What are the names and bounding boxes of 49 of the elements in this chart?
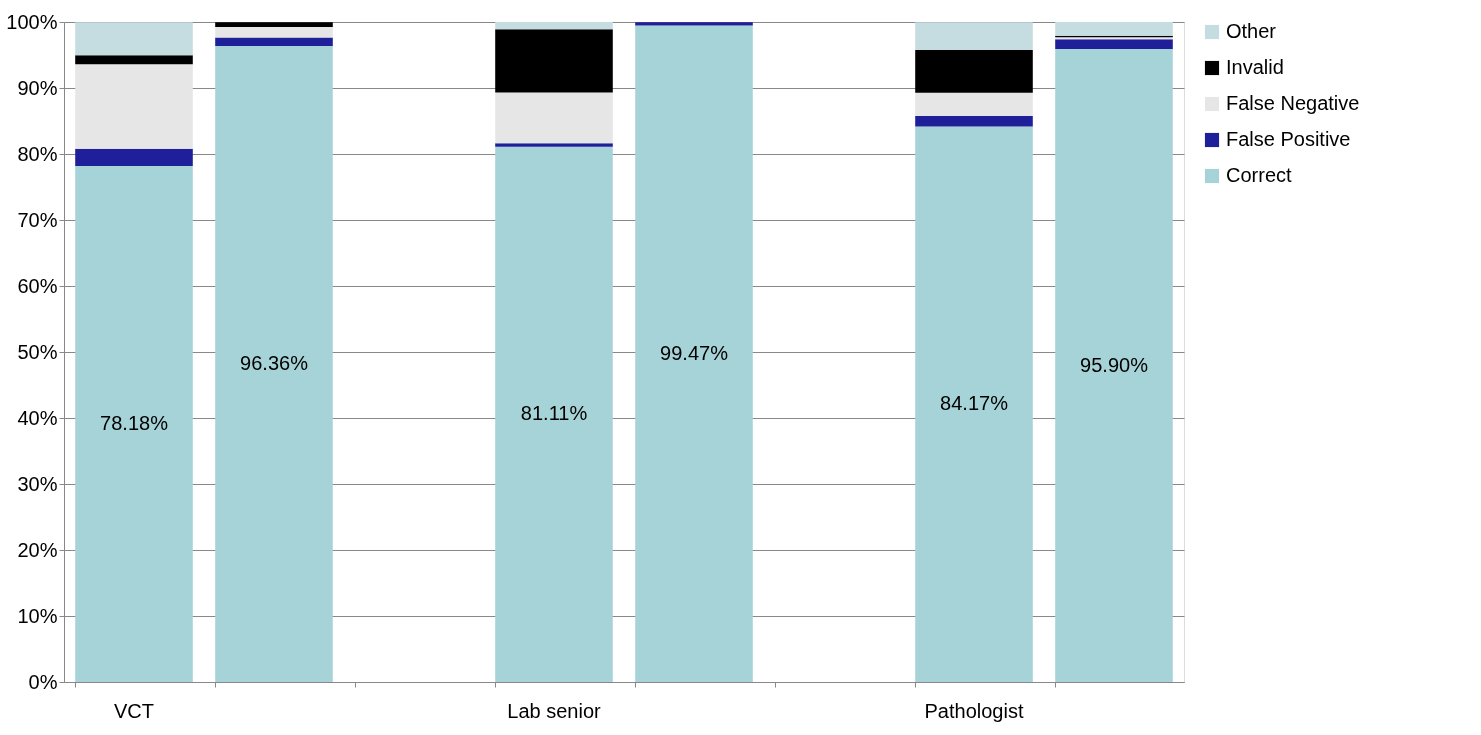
legend-label: Other: [1226, 20, 1277, 42]
bar: [75, 55, 193, 65]
bar: [75, 64, 193, 149]
legend-label: Correct: [1226, 164, 1293, 186]
data-label: 81.11%: [520, 402, 588, 425]
bar: [915, 22, 1033, 50]
data-label: 99.47%: [660, 341, 729, 364]
bar: [75, 22, 193, 56]
y-tick-label: 30%: [17, 472, 58, 495]
y-tick-label: 0%: [28, 670, 58, 693]
y-tick-label: 20%: [17, 538, 58, 561]
bar: [1055, 49, 1173, 682]
data-label: 95.90%: [1080, 353, 1149, 376]
y-tick-label: 70%: [17, 208, 58, 231]
bar: [635, 25, 753, 682]
bar: [915, 115, 1033, 127]
bar: [215, 26, 333, 38]
y-tick-label: 40%: [17, 406, 58, 429]
bar: [635, 22, 753, 26]
bar: [215, 46, 333, 682]
x-tick-label: Pathologist: [924, 699, 1024, 722]
bar: [495, 146, 613, 682]
x-tick-label: VCT: [114, 699, 154, 722]
bar: [495, 143, 613, 147]
data-label: 78.18%: [100, 412, 169, 435]
bar: [1055, 22, 1173, 36]
legend-label: Invalid: [1226, 56, 1284, 78]
bar: [495, 29, 613, 93]
y-tick-label: 90%: [17, 76, 58, 99]
legend-label: False Positive: [1226, 128, 1351, 150]
bar: [495, 92, 613, 144]
bar: [75, 166, 193, 682]
y-tick-label: 100%: [6, 10, 58, 33]
data-label: 96.36%: [240, 352, 309, 375]
bar: [215, 37, 333, 47]
bar: [215, 22, 333, 27]
bar: [915, 49, 1033, 93]
bar: [915, 92, 1033, 116]
y-tick-label: 80%: [17, 142, 58, 165]
bar: [915, 126, 1033, 682]
y-tick-label: 60%: [17, 274, 58, 297]
y-tick-label: 10%: [17, 604, 58, 627]
x-tick-label: Lab senior: [507, 699, 602, 722]
bar: [495, 21, 613, 30]
bar: [1055, 39, 1173, 50]
bar: [75, 148, 193, 167]
data-label: 84.17%: [940, 392, 1009, 415]
legend-label: False Negative: [1226, 92, 1360, 114]
y-tick-label: 50%: [17, 340, 58, 363]
